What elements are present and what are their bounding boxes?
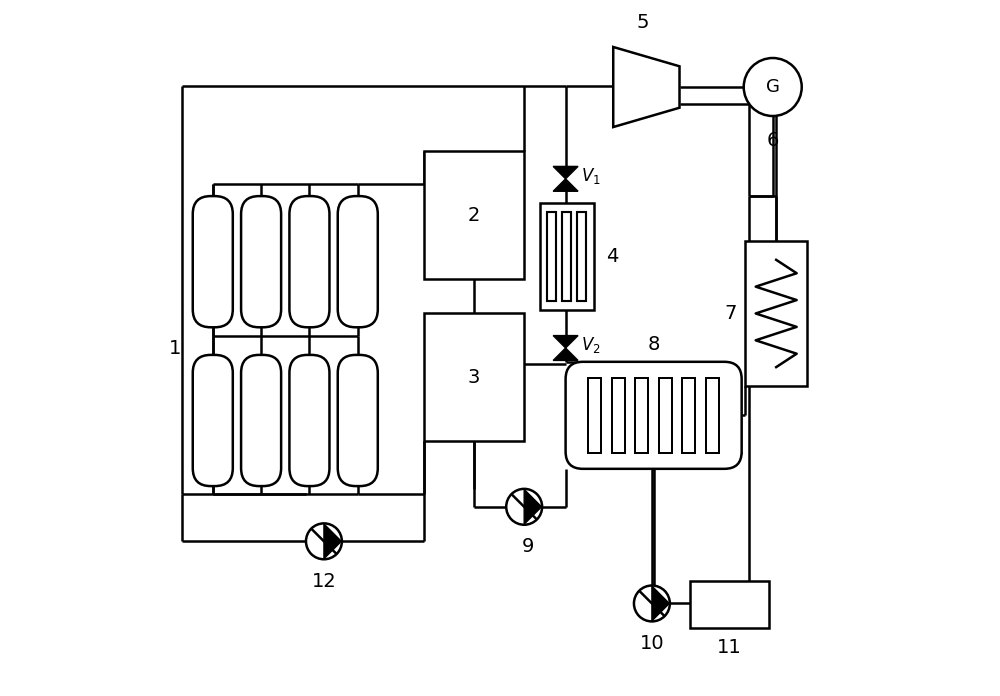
Bar bbox=[635, 378, 648, 453]
Text: $V_2$: $V_2$ bbox=[581, 335, 600, 355]
Bar bbox=[682, 378, 695, 453]
Text: 5: 5 bbox=[637, 13, 649, 32]
FancyBboxPatch shape bbox=[193, 355, 233, 486]
FancyBboxPatch shape bbox=[338, 355, 378, 486]
Polygon shape bbox=[553, 335, 578, 348]
Text: 1: 1 bbox=[169, 338, 181, 358]
Bar bbox=[690, 580, 769, 628]
Text: $V_1$: $V_1$ bbox=[581, 166, 601, 186]
Text: 3: 3 bbox=[468, 368, 480, 387]
Text: 8: 8 bbox=[647, 335, 660, 354]
Polygon shape bbox=[613, 47, 680, 127]
Polygon shape bbox=[553, 348, 578, 361]
Bar bbox=[562, 212, 571, 301]
FancyBboxPatch shape bbox=[241, 355, 281, 486]
Text: 10: 10 bbox=[640, 634, 664, 653]
Text: 2: 2 bbox=[468, 205, 480, 225]
FancyBboxPatch shape bbox=[338, 196, 378, 327]
Bar bbox=[424, 313, 524, 441]
Text: 4: 4 bbox=[606, 247, 619, 266]
Polygon shape bbox=[652, 586, 669, 621]
Bar bbox=[540, 203, 594, 310]
Polygon shape bbox=[553, 166, 578, 179]
FancyBboxPatch shape bbox=[289, 355, 329, 486]
Polygon shape bbox=[553, 179, 578, 191]
Polygon shape bbox=[524, 489, 542, 524]
Circle shape bbox=[306, 523, 342, 560]
Text: 9: 9 bbox=[521, 537, 534, 556]
FancyBboxPatch shape bbox=[241, 196, 281, 327]
FancyBboxPatch shape bbox=[193, 196, 233, 327]
FancyBboxPatch shape bbox=[566, 362, 742, 469]
FancyBboxPatch shape bbox=[289, 196, 329, 327]
Polygon shape bbox=[324, 524, 341, 559]
Text: 7: 7 bbox=[724, 304, 737, 323]
Text: 11: 11 bbox=[717, 638, 742, 657]
Bar bbox=[659, 378, 672, 453]
Circle shape bbox=[634, 585, 670, 622]
Text: 6: 6 bbox=[767, 132, 779, 150]
Text: G: G bbox=[766, 78, 780, 96]
Bar bbox=[547, 212, 556, 301]
Bar bbox=[424, 151, 524, 279]
Circle shape bbox=[744, 58, 802, 116]
Text: 12: 12 bbox=[312, 571, 336, 591]
Bar bbox=[612, 378, 625, 453]
Bar bbox=[745, 241, 807, 386]
Circle shape bbox=[506, 489, 542, 525]
Bar bbox=[588, 378, 601, 453]
Bar bbox=[706, 378, 719, 453]
Bar bbox=[577, 212, 586, 301]
